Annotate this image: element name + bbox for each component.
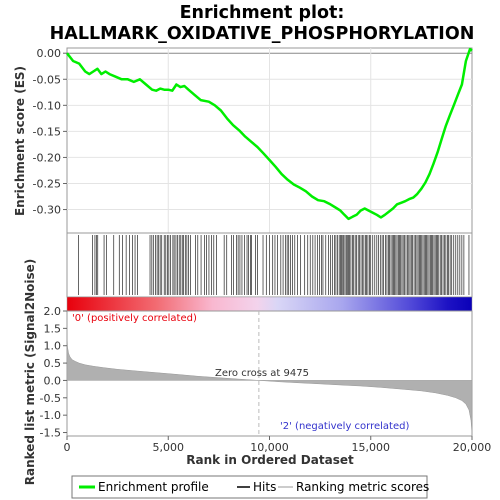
legend-enrichment-profile: Enrichment profile	[98, 480, 209, 494]
positive-correlation-label: '0' (positively correlated)	[72, 313, 197, 324]
ranking-metric-area	[66, 335, 473, 435]
es-axis-label: Enrichment score (ES)	[13, 66, 27, 216]
metric-tick-label: 1.0	[44, 340, 62, 353]
negative-correlation-label: '2' (negatively correlated)	[280, 421, 409, 432]
x-tick-label: 10,000	[250, 441, 289, 454]
es-tick-label: -0.30	[33, 204, 61, 217]
x-tick-label: 0	[64, 441, 71, 454]
metric-tick-label: -0.5	[40, 392, 61, 405]
es-gridlines	[67, 48, 472, 233]
metric-axis-ticks: 2.0 1.5 1.0 0.5 0.0 -0.5 -1.0 -1.5	[40, 305, 67, 440]
enrichment-profile-line	[66, 47, 473, 221]
metric-axis-label: Ranked list metric (Signal2Noise)	[23, 259, 37, 486]
metric-tick-label: 2.0	[44, 305, 62, 318]
x-tick-label: 20,000	[453, 441, 492, 454]
x-axis-label: Rank in Ordered Dataset	[186, 453, 354, 467]
legend-ranking-metric: Ranking metric scores	[296, 480, 429, 494]
es-tick-label: 0.00	[37, 47, 62, 60]
es-axis-ticks: 0.00 -0.05 -0.10 -0.15 -0.20 -0.25 -0.30	[33, 47, 67, 217]
es-tick-label: -0.10	[33, 99, 61, 112]
zero-cross-label: Zero cross at 9475	[215, 368, 309, 379]
es-tick-label: -0.25	[33, 177, 61, 190]
legend-hits: Hits	[253, 480, 276, 494]
es-tick-label: -0.15	[33, 125, 61, 138]
chart-title-line1: Enrichment plot:	[180, 3, 345, 23]
chart-title-line2: HALLMARK_OXIDATIVE_PHOSPHORYLATION	[50, 24, 475, 44]
metric-tick-label: 0.5	[44, 357, 62, 370]
es-tick-label: -0.05	[33, 73, 61, 86]
metric-tick-label: -1.5	[40, 427, 61, 440]
ranked-heatbar	[66, 296, 473, 312]
metric-tick-label: 0.0	[44, 374, 62, 387]
es-tick-label: -0.20	[33, 151, 61, 164]
metric-tick-label: 1.5	[44, 322, 62, 335]
metric-tick-label: -1.0	[40, 409, 61, 422]
x-tick-label: 15,000	[352, 441, 391, 454]
hits-markers	[78, 235, 470, 295]
x-tick-label: 5,000	[153, 441, 185, 454]
x-axis-ticks: 0 5,000 10,000 15,000 20,000	[64, 436, 492, 454]
